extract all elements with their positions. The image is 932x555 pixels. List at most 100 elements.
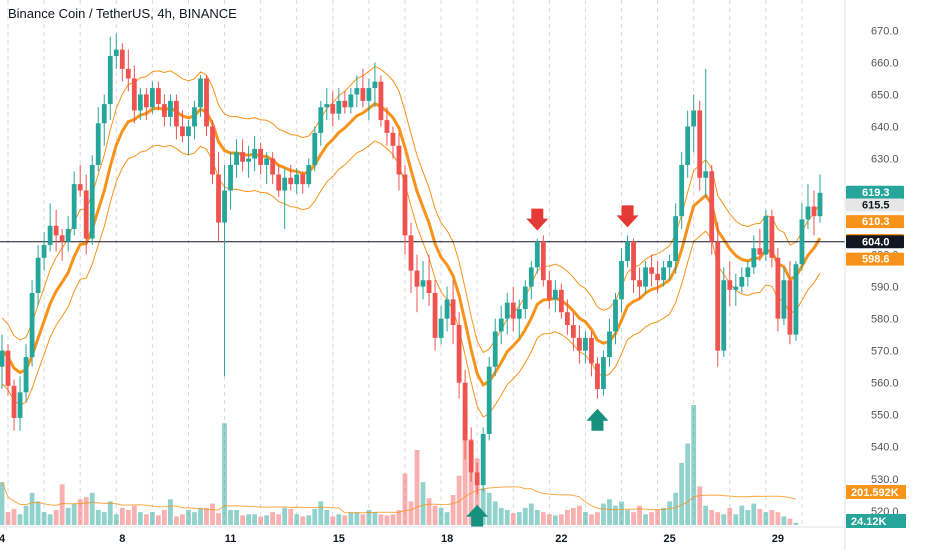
buy-arrow-icon bbox=[586, 408, 609, 431]
candle-body bbox=[540, 241, 546, 281]
price-label-box bbox=[846, 235, 904, 249]
volume-bar bbox=[198, 507, 203, 525]
candle-body bbox=[222, 190, 227, 223]
candle-body bbox=[83, 190, 89, 239]
volume-bar bbox=[462, 413, 468, 525]
candle-body bbox=[745, 267, 751, 278]
volume-bar bbox=[29, 492, 35, 525]
candle-body bbox=[510, 302, 516, 319]
price-label-box bbox=[846, 198, 904, 212]
volume-bar bbox=[583, 512, 588, 525]
volume-bar bbox=[306, 515, 312, 525]
candle-body bbox=[589, 337, 594, 364]
buy-arrow-icon bbox=[466, 504, 489, 527]
volume-bar bbox=[480, 488, 486, 525]
volume-bar bbox=[186, 510, 191, 525]
candle-body bbox=[41, 244, 47, 258]
price-tick-label: 630.0 bbox=[871, 154, 899, 166]
volume-bar bbox=[757, 508, 763, 525]
volume-bar bbox=[589, 514, 594, 525]
candle-body bbox=[468, 440, 474, 473]
candle-body bbox=[77, 184, 83, 191]
candle-body bbox=[0, 350, 5, 367]
volume-bar bbox=[294, 514, 300, 525]
volume-bar bbox=[625, 510, 630, 525]
volume-bar bbox=[498, 507, 504, 525]
candle-body bbox=[438, 318, 444, 338]
candle-body bbox=[432, 293, 438, 338]
volume-bar bbox=[240, 515, 245, 525]
volume-bar bbox=[11, 508, 17, 525]
candle-body bbox=[516, 309, 522, 319]
volume-bar bbox=[0, 482, 5, 525]
volume-bar bbox=[679, 462, 685, 525]
candle-body bbox=[149, 88, 155, 108]
chart-title: Binance Coin / TetherUS, 4h, BINANCE bbox=[8, 6, 237, 21]
candles-layer bbox=[0, 33, 823, 495]
candle-body bbox=[625, 241, 630, 261]
candle-body bbox=[300, 174, 306, 185]
volume-bar bbox=[426, 498, 432, 525]
volume-bar bbox=[751, 503, 757, 525]
volume-bar bbox=[727, 507, 733, 525]
candle-body bbox=[564, 312, 570, 326]
candle-body bbox=[59, 235, 65, 242]
volume-bar bbox=[372, 512, 378, 525]
volume-bar bbox=[143, 514, 149, 525]
candle-body bbox=[107, 56, 113, 105]
candle-body bbox=[161, 104, 167, 117]
candle-body bbox=[667, 260, 673, 268]
candle-body bbox=[613, 299, 618, 332]
volume-bar bbox=[330, 516, 336, 525]
candle-body bbox=[727, 280, 733, 290]
candle-body bbox=[781, 280, 787, 319]
volume-bar bbox=[402, 473, 408, 525]
date-tick-label: 25 bbox=[664, 533, 676, 545]
candle-body bbox=[522, 286, 528, 310]
volume-bar bbox=[637, 505, 642, 525]
volume-bar bbox=[282, 507, 288, 525]
candle-body bbox=[739, 277, 745, 287]
candle-body bbox=[577, 337, 582, 351]
volume-bar bbox=[685, 443, 691, 525]
sell-arrow-icon bbox=[526, 208, 549, 231]
date-tick-label: 15 bbox=[333, 533, 345, 545]
volume-bar bbox=[161, 510, 167, 525]
candle-body bbox=[336, 100, 342, 114]
volume-bar bbox=[47, 514, 53, 525]
volume-bar bbox=[270, 512, 276, 525]
volume-bar bbox=[384, 515, 390, 525]
candle-body bbox=[228, 164, 233, 191]
candle-body bbox=[420, 280, 426, 287]
price-label-text: 615.5 bbox=[862, 199, 890, 211]
price-label-box bbox=[846, 252, 904, 266]
candle-body bbox=[757, 248, 763, 255]
volume-bar bbox=[101, 512, 107, 525]
price-label-text: 619.3 bbox=[862, 187, 890, 199]
volume-bar bbox=[420, 482, 426, 525]
candle-body bbox=[643, 267, 648, 287]
volume-bar bbox=[264, 515, 270, 525]
volume-bar bbox=[763, 512, 769, 525]
volume-bar bbox=[53, 510, 59, 525]
volume-bar bbox=[444, 512, 450, 525]
date-tick-label: 18 bbox=[441, 533, 453, 545]
volume-bar bbox=[312, 508, 318, 525]
volume-bar bbox=[595, 512, 600, 525]
date-tick-label: 11 bbox=[225, 533, 237, 545]
candle-body bbox=[342, 100, 348, 108]
price-tick-label: 640.0 bbox=[871, 121, 899, 133]
candle-body bbox=[360, 88, 366, 101]
date-tick-label: 29 bbox=[772, 533, 784, 545]
volume-bar bbox=[516, 512, 522, 525]
volume-bar bbox=[793, 522, 799, 525]
volume-bar bbox=[697, 486, 703, 525]
volume-bar bbox=[667, 501, 673, 525]
candle-body bbox=[324, 104, 330, 108]
candle-body bbox=[685, 126, 691, 165]
candle-body bbox=[661, 267, 667, 281]
volume-bar bbox=[119, 507, 125, 525]
volume-bar bbox=[673, 492, 679, 525]
